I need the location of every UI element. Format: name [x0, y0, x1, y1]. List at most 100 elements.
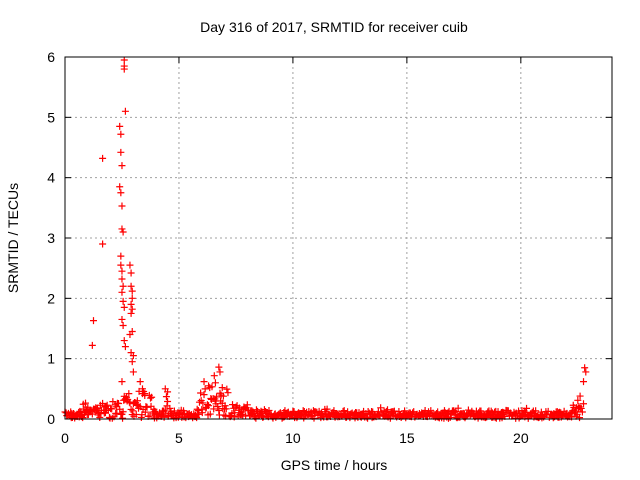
baseline-point — [299, 407, 307, 415]
x-tick-label: 0 — [61, 430, 69, 446]
data-point — [117, 130, 125, 138]
baseline-point — [125, 390, 133, 398]
baseline-point — [580, 400, 588, 408]
baseline-point — [203, 401, 211, 409]
data-point — [117, 252, 125, 260]
baseline-point — [198, 409, 206, 417]
baseline-point — [221, 402, 229, 410]
x-tick-label: 15 — [399, 430, 415, 446]
y-tick-label: 4 — [47, 170, 55, 186]
data-point — [117, 148, 125, 156]
data-point — [580, 378, 588, 386]
data-point — [136, 378, 144, 386]
baseline-point — [119, 408, 127, 416]
baseline-point — [108, 414, 116, 422]
data-point — [128, 358, 136, 366]
x-tick-label: 10 — [285, 430, 301, 446]
data-point — [127, 282, 135, 290]
y-tick-label: 3 — [47, 230, 55, 246]
baseline-point — [210, 405, 218, 413]
y-tick-label: 6 — [47, 49, 55, 65]
plot-frame — [64, 56, 613, 420]
data-point — [164, 388, 172, 396]
data-point — [205, 382, 213, 390]
baseline-point — [523, 404, 531, 412]
baseline-point — [162, 393, 170, 401]
data-point — [129, 368, 137, 376]
baseline-point — [108, 405, 116, 413]
baseline-point — [201, 385, 209, 393]
baseline-point — [574, 396, 582, 404]
data-point — [120, 337, 128, 345]
baseline-point — [148, 393, 156, 401]
data-point — [89, 317, 97, 325]
baseline-point — [195, 410, 203, 418]
baseline-point — [208, 383, 216, 391]
x-tick-label: 5 — [175, 430, 183, 446]
baseline-point — [115, 400, 123, 408]
baseline-point — [578, 408, 586, 416]
data-point — [128, 294, 136, 302]
baseline-point — [223, 385, 231, 393]
data-point — [120, 303, 128, 311]
y-tick-label: 1 — [47, 351, 55, 367]
baseline-point — [113, 409, 121, 417]
grid-layer — [65, 57, 612, 419]
data-point — [126, 331, 134, 339]
ticks-layer: 0 1 2 3 4 5 6 0 5 10 15 20 — [47, 49, 612, 446]
data-point — [141, 390, 149, 398]
baseline-point — [160, 413, 168, 421]
data-point — [215, 363, 223, 371]
data-point — [118, 162, 126, 170]
data-point — [119, 228, 127, 236]
baseline-point — [200, 391, 208, 399]
chart-title: Day 316 of 2017, SRMTID for receiver cui… — [200, 19, 468, 35]
data-point — [118, 275, 126, 283]
data-point — [200, 378, 208, 386]
data-point — [582, 368, 590, 376]
data-point — [581, 364, 589, 372]
baseline-point — [180, 407, 188, 415]
baseline-point — [195, 398, 203, 406]
baseline-point — [213, 393, 221, 401]
baseline-point — [146, 394, 154, 402]
y-tick-label: 2 — [47, 290, 55, 306]
baseline-point — [103, 401, 111, 409]
baseline-point — [444, 414, 452, 422]
data-point — [117, 261, 125, 269]
baseline-point — [532, 407, 540, 415]
data-point — [128, 305, 136, 313]
baseline-point — [290, 408, 298, 416]
data-point — [129, 352, 137, 360]
baseline-point — [119, 414, 127, 422]
data-point — [118, 378, 126, 386]
baseline-point — [205, 402, 213, 410]
baseline-point — [214, 403, 222, 411]
data-point — [118, 267, 126, 275]
data-point — [99, 240, 107, 248]
baseline-point — [310, 414, 318, 422]
data-point — [138, 385, 146, 393]
baseline-point — [206, 410, 214, 418]
data-point — [118, 202, 126, 210]
baseline-point — [477, 407, 485, 415]
baseline-point — [454, 404, 462, 412]
baseline-point — [96, 413, 104, 421]
data-point — [116, 122, 124, 130]
y-tick-label: 0 — [47, 411, 55, 427]
baseline-point — [265, 406, 273, 414]
data-point — [576, 392, 584, 400]
y-axis-label: SRMTID / TECUs — [5, 183, 21, 293]
data-point — [116, 183, 124, 191]
baseline-point — [231, 409, 239, 417]
baseline-point — [235, 404, 243, 412]
baseline-point — [143, 403, 151, 411]
x-tick-label: 20 — [513, 430, 529, 446]
baseline-point — [199, 399, 207, 407]
markers-layer — [61, 56, 590, 422]
data-point — [120, 65, 128, 73]
data-point — [127, 309, 135, 317]
data-point — [211, 379, 219, 387]
data-point — [121, 107, 129, 115]
